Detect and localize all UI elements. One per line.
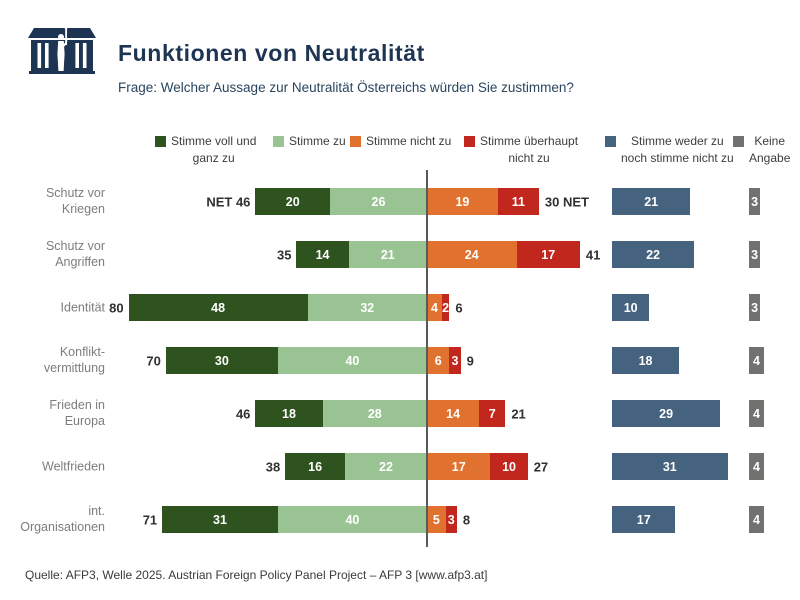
segment-strongly-disagree: 7 xyxy=(479,400,506,427)
legend-label-strongly_agree: Stimme voll und ganz zu xyxy=(171,134,257,166)
segment-no-answer: 3 xyxy=(749,188,761,215)
segment-no-answer: 3 xyxy=(749,241,761,268)
segment-agree: 40 xyxy=(277,347,427,374)
net-agree-label: 80 xyxy=(109,300,124,315)
net-agree-label: 35 xyxy=(276,247,292,262)
segment-strongly-agree: 18 xyxy=(255,400,323,427)
segment-strongly-disagree: 3 xyxy=(449,347,461,374)
segment-agree: 22 xyxy=(344,453,427,480)
page-title: Funktionen von Neutralität xyxy=(118,40,425,66)
segment-disagree: 6 xyxy=(427,347,450,374)
category-label: Schutz vor Angriffen xyxy=(45,238,105,270)
zero-axis-line xyxy=(426,170,428,547)
segment-agree: 32 xyxy=(307,294,427,321)
legend-item-strongly_agree: Stimme voll und ganz zu xyxy=(155,133,256,168)
segment-strongly-agree: 20 xyxy=(255,188,330,215)
segment-agree: 28 xyxy=(322,400,427,427)
legend-label-disagree: Stimme nicht zu xyxy=(366,134,452,148)
category-label: Weltfrieden xyxy=(42,459,105,474)
net-agree-label: 71 xyxy=(142,512,158,527)
category-label: Frieden in Europa xyxy=(49,397,105,429)
segment-no-answer: 3 xyxy=(749,294,761,321)
segment-strongly-agree: 48 xyxy=(128,294,308,321)
net-disagree-label: 41 xyxy=(585,247,601,262)
segment-no-answer: 4 xyxy=(749,453,764,480)
parliament-building-logo xyxy=(28,25,96,74)
segment-agree: 26 xyxy=(330,188,427,215)
segment-disagree: 17 xyxy=(427,453,491,480)
segment-agree: 21 xyxy=(348,241,427,268)
segment-disagree: 4 xyxy=(427,294,442,321)
segment-disagree: 19 xyxy=(427,188,498,215)
category-label: int. Organisationen xyxy=(20,503,105,535)
segment-neither: 18 xyxy=(612,347,680,374)
net-disagree-label: 27 xyxy=(533,459,549,474)
segment-neither: 31 xyxy=(612,453,728,480)
net-disagree-label: 9 xyxy=(466,353,474,368)
segment-disagree: 14 xyxy=(427,400,480,427)
legend-item-strongly_disagree: Stimme überhaupt nicht zu xyxy=(464,133,578,168)
no_answer-swatch-icon xyxy=(733,136,744,147)
segment-strongly-disagree: 3 xyxy=(445,506,457,533)
segment-neither: 21 xyxy=(612,188,691,215)
net-agree-label: 38 xyxy=(265,459,281,474)
segment-no-answer: 4 xyxy=(749,347,764,374)
segment-no-answer: 4 xyxy=(749,400,764,427)
category-label: Identität xyxy=(60,300,105,315)
agree-swatch-icon xyxy=(273,136,284,147)
source-credit: Quelle: AFP3, Welle 2025. Austrian Forei… xyxy=(25,568,488,582)
segment-strongly-agree: 30 xyxy=(165,347,278,374)
net-disagree-label: 30 NET xyxy=(544,194,589,209)
category-label: Schutz vor Kriegen xyxy=(45,185,105,217)
segment-strongly-disagree: 10 xyxy=(490,453,528,480)
legend-item-disagree: Stimme nicht zu xyxy=(350,133,451,150)
segment-strongly-agree: 14 xyxy=(296,241,349,268)
net-disagree-label: 8 xyxy=(462,512,471,527)
segment-strongly-disagree: 11 xyxy=(497,188,539,215)
segment-agree: 40 xyxy=(277,506,427,533)
net-agree-label: 70 xyxy=(146,353,161,368)
disagree-swatch-icon xyxy=(350,136,361,147)
segment-strongly-agree: 31 xyxy=(162,506,278,533)
segment-disagree: 5 xyxy=(427,506,446,533)
net-disagree-label: 21 xyxy=(511,406,526,421)
legend-label-no_answer: Keine Angabe xyxy=(749,134,791,166)
net-agree-label: 46 xyxy=(235,406,251,421)
segment-strongly-disagree: 17 xyxy=(516,241,580,268)
legend-item-agree: Stimme zu xyxy=(273,133,346,150)
legend-item-neither: Stimme weder zu noch stimme nicht zu xyxy=(605,133,734,168)
legend-label-agree: Stimme zu xyxy=(289,134,346,148)
category-label: Konflikt- vermittlung xyxy=(43,344,105,376)
segment-neither: 17 xyxy=(612,506,676,533)
segment-no-answer: 4 xyxy=(749,506,764,533)
strongly_agree-swatch-icon xyxy=(155,136,166,147)
legend-item-no_answer: Keine Angabe xyxy=(733,133,790,168)
legend-label-neither: Stimme weder zu noch stimme nicht zu xyxy=(621,134,734,166)
segment-neither: 22 xyxy=(612,241,695,268)
segment-strongly-disagree: 2 xyxy=(441,294,450,321)
net-agree-label: NET 46 xyxy=(206,194,251,209)
segment-disagree: 24 xyxy=(427,241,517,268)
segment-neither: 10 xyxy=(612,294,650,321)
segment-strongly-agree: 16 xyxy=(285,453,345,480)
strongly_disagree-swatch-icon xyxy=(464,136,475,147)
survey-question: Frage: Welcher Aussage zur Neutralität Ö… xyxy=(118,80,574,95)
neither-swatch-icon xyxy=(605,136,616,147)
legend-label-strongly_disagree: Stimme überhaupt nicht zu xyxy=(480,134,579,166)
segment-neither: 29 xyxy=(612,400,721,427)
net-disagree-label: 6 xyxy=(455,300,463,315)
